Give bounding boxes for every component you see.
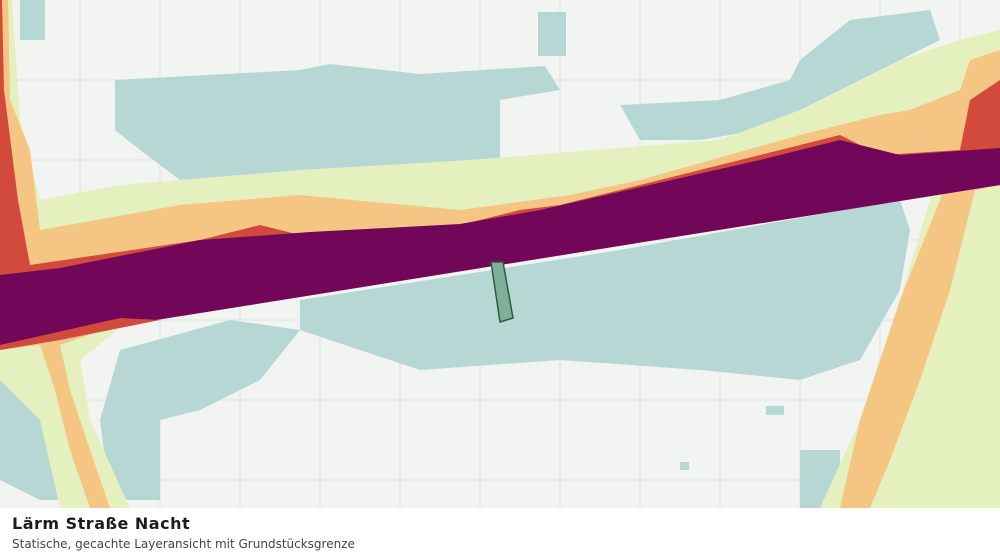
map <box>0 0 1000 508</box>
noise-band-65 <box>0 148 1000 345</box>
noise-band-55 <box>0 318 160 350</box>
layer-subtitle: Statische, gecachte Layeransicht mit Gru… <box>12 537 355 551</box>
low-noise-areas <box>0 0 1000 508</box>
layer-title: Lärm Straße Nacht <box>12 514 191 533</box>
noise-band-50 <box>0 0 1000 300</box>
noise-band-50 <box>840 110 1000 508</box>
legend-footer: Lärm Straße Nacht Statische, gecachte La… <box>0 508 1000 560</box>
parcel-boundary[interactable] <box>490 261 514 323</box>
